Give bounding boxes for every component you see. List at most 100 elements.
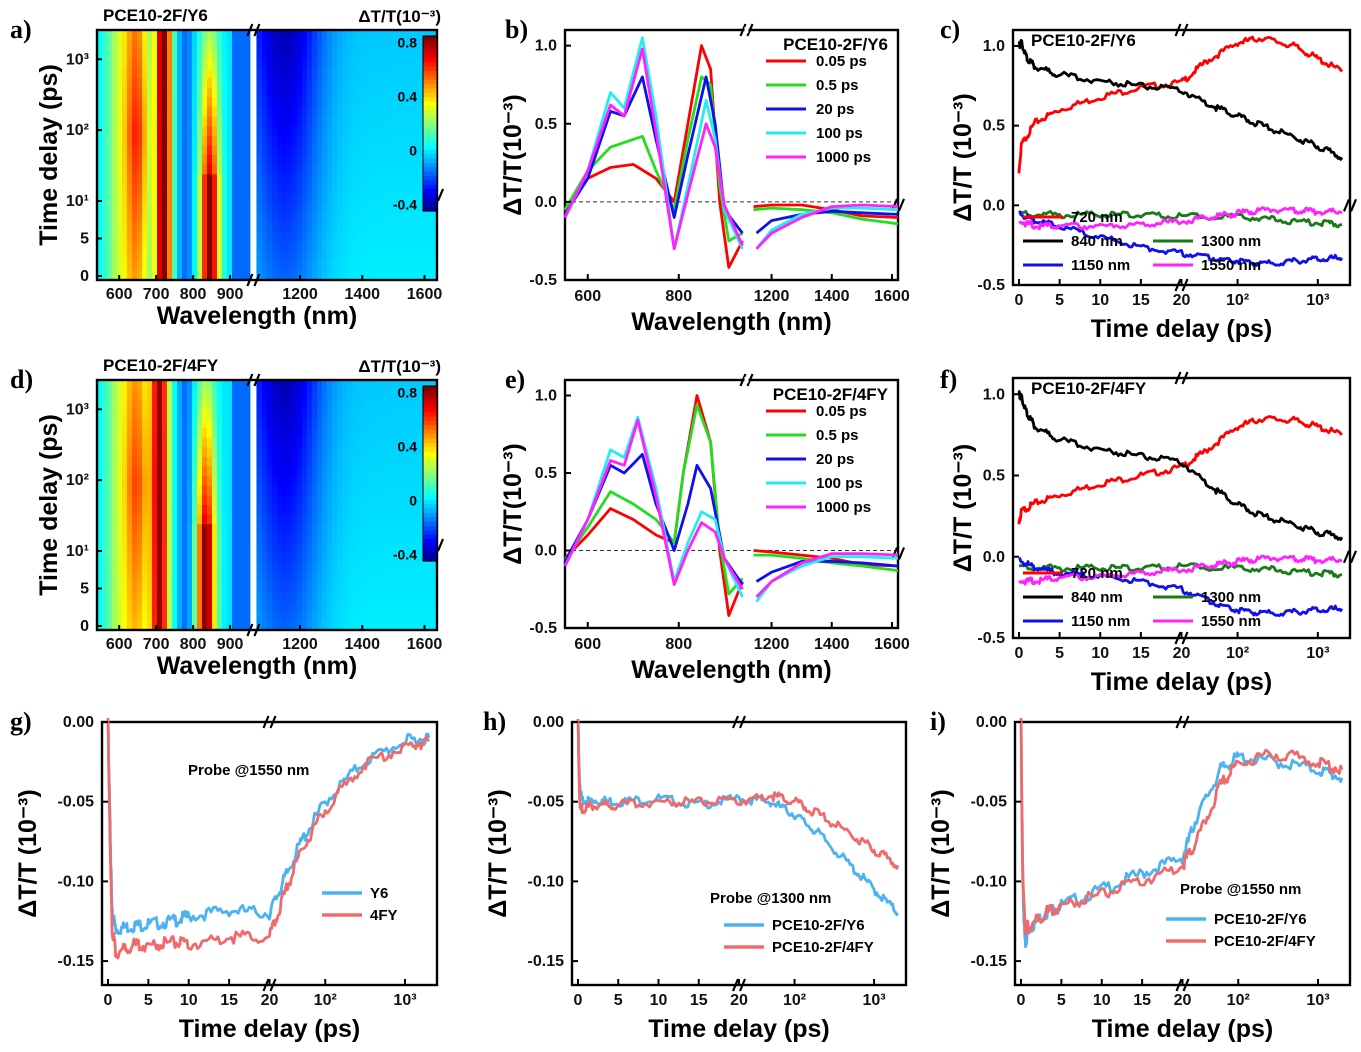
heatmap-cell [277, 514, 283, 525]
axis-break-mark [746, 23, 754, 37]
heatmap-cell [242, 116, 248, 127]
heatmap-cell [382, 106, 388, 118]
heatmap-cell [102, 49, 108, 60]
heatmap-cell [342, 126, 348, 137]
heatmap-cell [372, 514, 378, 525]
heatmap-cell [412, 174, 418, 185]
heatmap-cell [267, 49, 273, 60]
heatmap-cell [187, 447, 193, 458]
heatmap-cell [312, 87, 318, 98]
heatmap-cell [397, 447, 403, 458]
heatmap-cell [362, 193, 368, 204]
heatmap-cell [127, 456, 133, 468]
heatmap-cell [177, 270, 183, 281]
y-tick-label: 10² [66, 122, 89, 139]
heatmap-cell [227, 78, 233, 89]
heatmap-cell [152, 145, 158, 156]
heatmap-cell [187, 193, 193, 204]
heatmap-cell [392, 418, 398, 429]
heatmap-cell [257, 399, 263, 410]
heatmap-cell [237, 495, 243, 506]
heatmap-cell [327, 456, 333, 468]
heatmap-cell [127, 447, 133, 458]
heatmap-cell [207, 591, 213, 602]
heatmap-cell [277, 399, 283, 410]
heatmap-cell [227, 524, 233, 535]
heatmap-cell [372, 106, 378, 118]
heatmap-cell [392, 408, 398, 419]
heatmap-cell [372, 116, 378, 127]
heatmap-cell [382, 485, 388, 496]
heatmap-cell [382, 505, 388, 516]
heatmap-cell [387, 58, 393, 69]
heatmap-cell [367, 389, 373, 400]
heatmap-cell [182, 39, 188, 50]
heatmap-cell [137, 437, 143, 448]
heatmap-cell [347, 58, 353, 69]
heatmap-cell [192, 155, 198, 166]
heatmap-cell [157, 222, 163, 233]
heatmap-cell [392, 145, 398, 156]
heatmap-cell [292, 222, 298, 233]
heatmap-cell [317, 203, 323, 214]
heatmap-cell [122, 572, 128, 583]
heatmap-cell [197, 380, 203, 391]
heatmap-cell [382, 533, 388, 544]
heatmap-cell [257, 610, 263, 621]
heatmap-cell [237, 135, 243, 146]
heatmap-cell [327, 87, 333, 98]
heatmap-cell [162, 135, 168, 146]
heatmap-cell [137, 203, 143, 214]
heatmap-cell [207, 553, 213, 564]
heatmap-cell [157, 164, 163, 175]
heatmap-cell [332, 49, 338, 60]
heatmap-cell [347, 572, 353, 583]
heatmap-cell [417, 231, 423, 243]
heatmap-cell [402, 447, 408, 458]
heatmap-cell [282, 562, 288, 573]
heatmap-cell [207, 476, 213, 487]
heatmap-cell [307, 116, 313, 127]
heatmap-cell [307, 524, 313, 535]
heatmap-cell [222, 524, 228, 535]
heatmap-cell [307, 505, 313, 516]
heatmap-cell [417, 270, 423, 281]
heatmap-cell [362, 533, 368, 544]
heatmap-cell [257, 222, 263, 233]
heatmap-cell [217, 437, 223, 448]
heatmap-cell [242, 270, 248, 281]
heatmap-cell [372, 97, 378, 108]
heatmap-cell [172, 524, 178, 535]
colorbar-cell [423, 49, 437, 55]
heatmap-cell [142, 39, 148, 50]
heatmap-cell [187, 543, 193, 554]
colorbar-tick: -0.4 [393, 546, 417, 562]
heatmap-cell [227, 380, 233, 391]
colorbar-cell [423, 57, 437, 63]
heatmap-cell [97, 116, 103, 127]
heatmap-cell [202, 553, 208, 564]
heatmap-cell [147, 183, 153, 194]
x-axis-label: Wavelength (nm) [631, 308, 831, 336]
heatmap-cell [417, 591, 423, 602]
heatmap-cell [332, 203, 338, 214]
heatmap-cell [262, 514, 268, 525]
y-tick-label: 0 [80, 618, 89, 635]
heatmap-cell [122, 241, 128, 252]
heatmap-cell [262, 380, 268, 391]
heatmap-cell [112, 591, 118, 602]
heatmap-cell [207, 380, 213, 391]
heatmap-cell [362, 380, 368, 391]
heatmap-cell [337, 87, 343, 98]
heatmap-cell [387, 212, 393, 223]
heatmap-cell [187, 466, 193, 477]
heatmap-cell [217, 428, 223, 439]
heatmap-cell [307, 260, 313, 271]
heatmap-cell [342, 39, 348, 50]
heatmap-cell [142, 408, 148, 419]
heatmap-cell [227, 476, 233, 487]
heatmap-cell [112, 533, 118, 544]
y-axis-label: ΔT/T (10⁻³) [949, 93, 977, 221]
heatmap-cell [262, 610, 268, 621]
heatmap-cell [97, 485, 103, 496]
